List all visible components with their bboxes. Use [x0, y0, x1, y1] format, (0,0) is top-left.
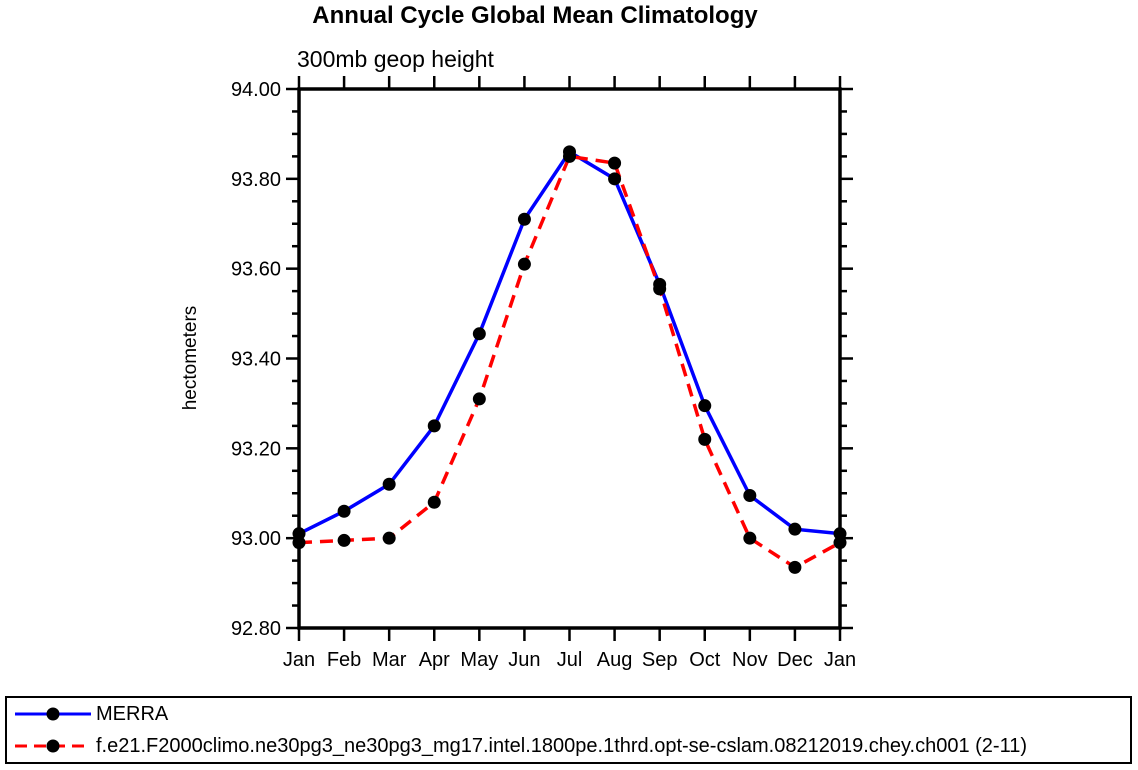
- x-tick-label: Apr: [419, 649, 450, 671]
- data-point-marker: [698, 399, 712, 413]
- data-point-marker: [517, 257, 531, 271]
- x-tick-label: Sep: [642, 649, 678, 671]
- y-tick-label: 93.80: [231, 169, 281, 191]
- data-point-marker: [653, 282, 667, 296]
- x-tick-label: Feb: [327, 649, 361, 671]
- data-point-marker: [472, 327, 486, 341]
- x-tick-label: Oct: [689, 649, 721, 671]
- data-point-marker: [743, 531, 757, 545]
- legend-box: MERRA f.e21.F2000climo.ne30pg3_ne30pg3_m…: [5, 696, 1132, 764]
- legend-line-sample-1: [15, 739, 91, 753]
- data-point-marker: [608, 172, 622, 186]
- y-tick-label: 93.20: [231, 438, 281, 460]
- y-tick-label: 92.80: [231, 618, 281, 640]
- y-tick-label: 94.00: [231, 79, 281, 101]
- x-tick-label: Aug: [597, 649, 633, 671]
- data-point-marker: [743, 488, 757, 502]
- chart-subtitle: 300mb geop height: [297, 46, 494, 72]
- chart-title: Annual Cycle Global Mean Climatology: [312, 2, 758, 29]
- x-tick-label: Jun: [508, 649, 540, 671]
- x-tick-label: Jan: [283, 649, 315, 671]
- data-point-marker: [608, 156, 622, 170]
- legend-label-model: f.e21.F2000climo.ne30pg3_ne30pg3_mg17.in…: [96, 734, 1028, 757]
- data-point-marker: [337, 533, 351, 547]
- plot-area: 92.80 93.00 93.20 93.40 93.60 93.80 94.00 Jan Fe…: [180, 76, 856, 671]
- x-tick-label: Dec: [777, 649, 813, 671]
- data-point-marker: [472, 392, 486, 406]
- data-point-marker: [788, 522, 802, 536]
- series-line-0: [298, 149, 841, 536]
- legend-row-merra: MERRA: [7, 699, 1130, 729]
- x-tick-label: May: [460, 649, 498, 671]
- data-point-marker: [833, 536, 847, 550]
- plot-box: [297, 87, 842, 630]
- y-tick-label: 93.40: [231, 349, 281, 371]
- data-point-marker: [292, 536, 306, 550]
- y-tick-label: 93.60: [231, 259, 281, 281]
- data-point-marker: [292, 527, 306, 541]
- legend-row-model: f.e21.F2000climo.ne30pg3_ne30pg3_mg17.in…: [7, 731, 1130, 761]
- data-point-marker: [563, 149, 576, 163]
- x-tick-label: Mar: [372, 649, 407, 671]
- data-point-marker: [427, 419, 441, 433]
- data-point-marker: [427, 495, 441, 509]
- data-point-marker: [788, 560, 802, 574]
- data-point-marker: [833, 527, 847, 541]
- data-point-marker: [337, 504, 351, 518]
- legend-label-merra: MERRA: [96, 702, 169, 725]
- data-point-marker: [698, 432, 712, 446]
- x-tick-label: Jul: [557, 649, 583, 671]
- x-tick-label: Jan: [824, 649, 856, 671]
- legend-line-sample-0: [15, 707, 91, 721]
- data-point-marker: [382, 477, 396, 491]
- x-tick-label: Nov: [732, 649, 768, 671]
- y-tick-label: 93.00: [231, 528, 281, 550]
- y-axis-label: hectometers: [180, 306, 201, 411]
- series-line-1: [298, 154, 841, 570]
- data-point-marker: [517, 212, 531, 226]
- data-point-marker: [382, 531, 396, 545]
